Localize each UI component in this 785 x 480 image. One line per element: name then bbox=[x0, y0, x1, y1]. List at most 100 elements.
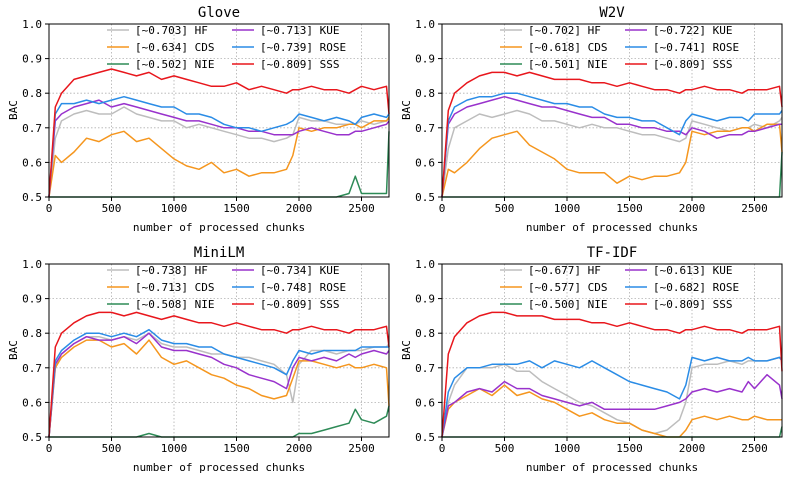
series-group bbox=[441, 71, 783, 198]
panel-title: MiniLM bbox=[194, 245, 245, 261]
series-line-rose bbox=[48, 328, 389, 438]
series-line-hf bbox=[441, 109, 783, 198]
y-tick-label: 1.0 bbox=[415, 18, 435, 31]
y-tick-label: 0.7 bbox=[415, 122, 435, 135]
series-line-nie bbox=[442, 151, 783, 198]
tick-group: 0 500 1000 1500 2000 2500 0.5 0.6 0.7 0.8 0.9 1.0 bbox=[415, 18, 768, 215]
y-tick-label: 1.0 bbox=[22, 258, 42, 271]
legend-entry: [~0.809] SSS bbox=[260, 298, 339, 311]
series-line-hf bbox=[441, 356, 782, 438]
series-line-kue bbox=[48, 332, 390, 438]
legend-entry: [~0.500] NIE bbox=[528, 298, 607, 311]
x-tick-label: 1500 bbox=[616, 202, 643, 215]
series-line-cds bbox=[48, 339, 390, 438]
y-tick-label: 0.5 bbox=[415, 191, 435, 204]
y-tick-label: 0.8 bbox=[22, 327, 42, 340]
y-tick-label: 0.6 bbox=[415, 156, 435, 169]
legend-entry: [~0.739] ROSE bbox=[260, 41, 346, 54]
panel-w2v: W2V 0 500 1000 1500 2000 2500 0.5 0.6 0.7 0.8 0.9 1… bbox=[400, 5, 783, 234]
x-tick-label: 2000 bbox=[286, 202, 313, 215]
y-tick-label: 0.8 bbox=[22, 87, 42, 100]
series-line-hf bbox=[48, 106, 390, 198]
y-axis-label: BAC bbox=[7, 340, 20, 360]
legend-entry: [~0.613] KUE bbox=[653, 264, 732, 277]
y-tick-label: 0.6 bbox=[22, 156, 42, 169]
tick-group: 0 500 1000 1500 2000 2500 0.5 0.6 0.7 0.8 0.9 1.0 bbox=[415, 258, 768, 455]
plot-frame bbox=[441, 23, 783, 198]
legend-entry: [~0.809] SSS bbox=[653, 298, 732, 311]
series-line-rose bbox=[441, 356, 783, 438]
y-tick-label: 0.6 bbox=[415, 396, 435, 409]
legend: [~0.677] HF [~0.577] CDS [~0.500] NIE [~0.6… bbox=[500, 264, 739, 311]
y-tick-label: 0.9 bbox=[415, 53, 435, 66]
legend-entry: [~0.634] CDS bbox=[135, 41, 214, 54]
x-tick-label: 0 bbox=[439, 202, 446, 215]
x-tick-label: 1000 bbox=[161, 442, 188, 455]
x-tick-label: 2500 bbox=[741, 442, 768, 455]
series-group bbox=[48, 68, 390, 198]
series-line-kue bbox=[441, 95, 782, 198]
legend-entry: [~0.713] CDS bbox=[135, 281, 214, 294]
x-tick-label: 0 bbox=[46, 202, 53, 215]
legend-entry: [~0.618] CDS bbox=[528, 41, 607, 54]
y-tick-label: 0.5 bbox=[415, 431, 435, 444]
legend-entry: [~0.738] HF bbox=[135, 264, 208, 277]
y-tick-label: 0.6 bbox=[22, 396, 42, 409]
legend: [~0.738] HF [~0.713] CDS [~0.508] NIE [~0.7… bbox=[107, 264, 346, 311]
series-line-hf bbox=[48, 332, 390, 438]
panel-title: TF-IDF bbox=[587, 245, 638, 261]
x-axis-label: number of processed chunks bbox=[133, 221, 305, 234]
y-tick-label: 0.5 bbox=[22, 191, 42, 204]
y-tick-label: 1.0 bbox=[415, 258, 435, 271]
x-axis-label: number of processed chunks bbox=[526, 221, 698, 234]
series-line-sss bbox=[48, 68, 390, 198]
x-tick-label: 500 bbox=[495, 442, 515, 455]
series-line-cds bbox=[441, 384, 782, 438]
x-tick-label: 2500 bbox=[741, 202, 768, 215]
x-tick-label: 2000 bbox=[679, 442, 706, 455]
x-axis-label: number of processed chunks bbox=[133, 461, 305, 474]
series-line-cds bbox=[441, 123, 783, 198]
y-axis-label: BAC bbox=[400, 100, 413, 120]
y-tick-label: 0.8 bbox=[415, 327, 435, 340]
series-line-nie bbox=[442, 426, 783, 438]
x-tick-label: 500 bbox=[495, 202, 515, 215]
panel-tf-idf: TF-IDF 0 500 1000 1500 2000 25000.50.60.70.80… bbox=[400, 245, 783, 474]
series-line-sss bbox=[48, 311, 390, 438]
legend-entry: [~0.702] HF bbox=[528, 24, 601, 37]
series-group bbox=[48, 311, 390, 438]
x-tick-label: 0 bbox=[46, 442, 53, 455]
x-tick-label: 1000 bbox=[554, 202, 581, 215]
legend-entry: [~0.677] HF bbox=[528, 264, 601, 277]
x-tick-label: 500 bbox=[102, 442, 122, 455]
panel-title: Glove bbox=[198, 5, 240, 21]
legend-entry: [~0.713] KUE bbox=[260, 24, 339, 37]
series-group bbox=[441, 311, 783, 438]
x-tick-label: 2500 bbox=[348, 202, 375, 215]
legend-entry: [~0.501] NIE bbox=[528, 58, 607, 71]
y-tick-label: 0.7 bbox=[22, 362, 42, 375]
legend-entry: [~0.741] ROSE bbox=[653, 41, 739, 54]
plot-frame bbox=[48, 23, 390, 198]
x-tick-label: 2000 bbox=[679, 202, 706, 215]
series-line-sss bbox=[441, 71, 783, 198]
y-tick-label: 0.9 bbox=[415, 293, 435, 306]
x-tick-label: 500 bbox=[102, 202, 122, 215]
legend-entry: [~0.809] SSS bbox=[653, 58, 732, 71]
series-line-nie bbox=[49, 405, 390, 438]
series-line-kue bbox=[48, 99, 390, 198]
y-tick-label: 0.8 bbox=[415, 87, 435, 100]
tick-group: 0 500 1000 1500 2000 2500 0.5 0.6 0.7 0.8 0.9 1.0 bbox=[22, 258, 375, 455]
series-line-kue bbox=[441, 373, 783, 438]
legend-entry: [~0.722] KUE bbox=[653, 24, 732, 37]
y-tick-label: 0.5 bbox=[22, 431, 42, 444]
y-tick-label: 0.7 bbox=[22, 122, 42, 135]
legend-entry: [~0.508] NIE bbox=[135, 298, 214, 311]
legend-entry: [~0.577] CDS bbox=[528, 281, 607, 294]
plot-frame bbox=[48, 263, 390, 438]
x-tick-label: 2000 bbox=[286, 442, 313, 455]
plot-frame bbox=[441, 263, 783, 438]
x-axis-label: number of processed chunks bbox=[526, 461, 698, 474]
x-tick-label: 1500 bbox=[223, 442, 250, 455]
